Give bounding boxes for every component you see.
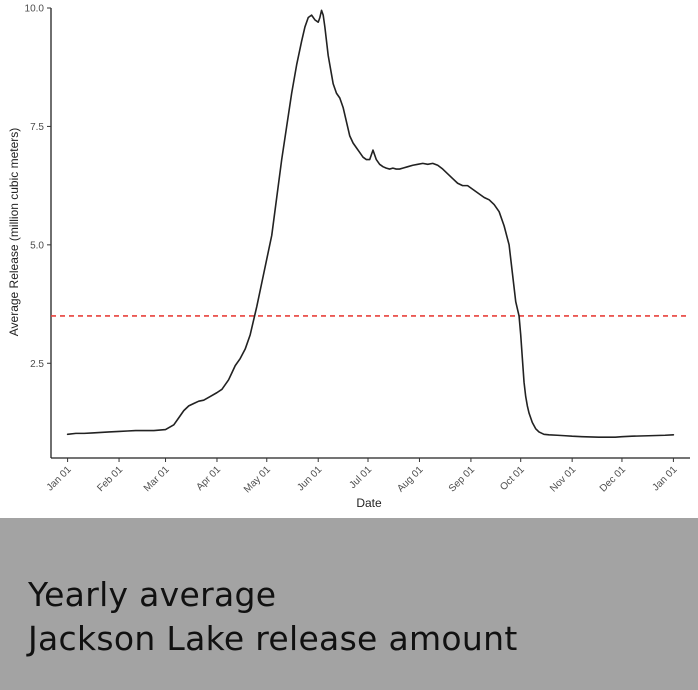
x-tick-label: May 01 [242,464,273,495]
x-tick-label: Sep 01 [447,464,477,494]
x-tick-label: Mar 01 [142,464,172,494]
x-tick-label: Nov 01 [548,464,578,494]
x-axis-title: Date [356,496,382,510]
y-tick-label: 5.0 [30,240,44,251]
y-tick-label: 7.5 [30,122,44,133]
x-tick-label: Oct 01 [498,464,527,493]
release-series-line [66,9,675,438]
series-group [66,9,675,438]
caption-title-line-2: Jackson Lake release amount [28,619,518,658]
x-tick-label: Jan 01 [651,464,680,493]
x-tick-label: Jun 01 [295,464,324,493]
y-axis-title: Average Release (million cubic meters) [7,128,21,337]
caption-title-line-1: Yearly average [28,575,277,614]
chart-area: 2.5 5.0 7.5 10.0 Jan 01 Feb 01 Mar 01 Apr 01 Ma… [7,3,690,510]
x-tick-label: Apr 01 [194,464,223,493]
release-line-chart: 2.5 5.0 7.5 10.0 Jan 01 Feb 01 Mar 01 Apr 01 Ma… [7,4,690,510]
y-axis: 2.5 5.0 7.5 10.0 [25,4,52,458]
x-tick-label: Aug 01 [395,464,425,494]
x-tick-label: Jul 01 [347,464,374,491]
y-tick-label: 10.0 [25,4,45,15]
x-axis: Jan 01 Feb 01 Mar 01 Apr 01 May 01 Jun 01 Jul … [45,457,690,495]
x-tick-label: Jan 01 [45,464,74,493]
x-tick-label: Feb 01 [95,464,125,494]
x-tick-label: Dec 01 [598,464,628,494]
caption-band [0,518,698,690]
y-tick-label: 2.5 [30,359,44,370]
